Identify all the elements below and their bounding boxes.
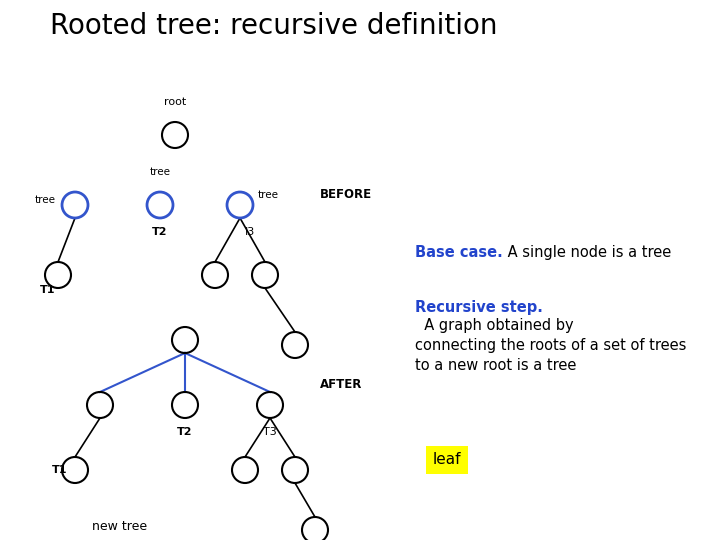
Text: A graph obtained by
connecting the roots of a set of trees
to a new root is a tr: A graph obtained by connecting the roots… (415, 318, 686, 373)
Text: A single node is a tree: A single node is a tree (503, 245, 671, 260)
Text: tree: tree (35, 195, 56, 205)
Text: tree: tree (258, 190, 279, 200)
Text: T3: T3 (263, 427, 277, 437)
Text: BEFORE: BEFORE (320, 188, 372, 201)
Text: Base case.: Base case. (415, 245, 503, 260)
Text: Recursive step.: Recursive step. (415, 300, 543, 315)
Text: leaf: leaf (433, 453, 462, 468)
Text: tree: tree (150, 167, 171, 177)
Text: I3: I3 (245, 227, 256, 237)
Text: T2: T2 (177, 427, 193, 437)
Text: Rooted tree: recursive definition: Rooted tree: recursive definition (50, 12, 498, 40)
Text: T1: T1 (52, 465, 68, 475)
Text: new tree: new tree (92, 520, 148, 533)
Text: T2: T2 (152, 227, 168, 237)
Text: AFTER: AFTER (320, 379, 362, 392)
Text: T1: T1 (40, 285, 55, 295)
Text: root: root (164, 97, 186, 107)
